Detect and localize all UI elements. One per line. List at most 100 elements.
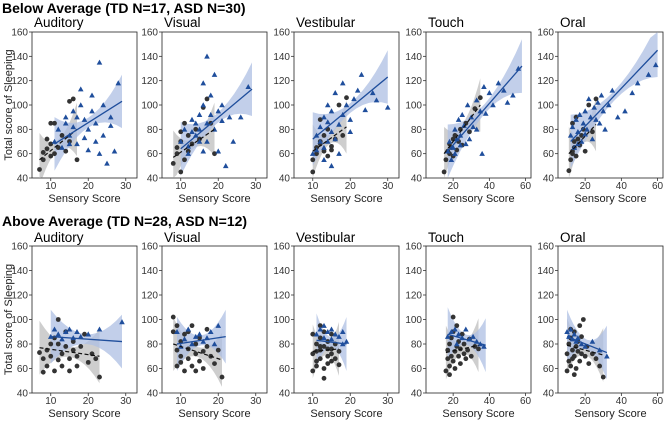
- asd-point: [81, 135, 88, 141]
- asd-point: [185, 326, 192, 332]
- asd-point: [115, 80, 122, 86]
- td-point: [321, 148, 327, 154]
- panel-auditory: Auditory 40 60 80 100 120 140 160 10 20 30Sensory …: [11, 230, 138, 420]
- asd-point: [479, 150, 485, 156]
- asd-point: [204, 53, 210, 59]
- panel-title: Touch: [428, 15, 464, 30]
- asd-point: [96, 59, 103, 65]
- asd-point: [207, 328, 214, 334]
- td-point: [55, 145, 61, 150]
- y-tick-label: 60: [147, 364, 159, 375]
- asd-point: [634, 80, 641, 86]
- asd-point: [614, 114, 621, 120]
- td-point: [197, 335, 202, 341]
- td-point: [52, 120, 57, 126]
- td-point: [450, 314, 456, 320]
- y-tick-label: 80: [147, 125, 159, 136]
- y-axis-label: Total score of Sleeping: [3, 264, 15, 375]
- td-point: [445, 356, 451, 362]
- td-point: [580, 317, 586, 322]
- x-tick-label: 20: [448, 396, 460, 407]
- asd-point: [473, 126, 480, 132]
- td-point: [170, 314, 176, 320]
- asd-point: [196, 331, 203, 337]
- td-point: [37, 167, 42, 172]
- asd-point: [473, 97, 480, 103]
- asd-point: [328, 108, 335, 114]
- asd-point: [189, 341, 195, 347]
- panel-title: Touch: [428, 230, 464, 245]
- panel-title: Vestibular: [296, 15, 356, 30]
- td-point: [447, 363, 452, 369]
- td-point: [59, 363, 65, 369]
- td-point: [459, 331, 465, 337]
- asd-point: [459, 111, 466, 117]
- td-point: [577, 323, 583, 329]
- td-fit-line: [173, 343, 223, 361]
- asd-point: [74, 328, 80, 334]
- asd-point: [59, 336, 65, 342]
- y-tick-label: 160: [273, 242, 290, 253]
- td-point: [454, 323, 460, 329]
- asd-point: [100, 132, 107, 138]
- y-tick-label: 160: [405, 28, 422, 39]
- asd-fit-line: [447, 333, 486, 346]
- x-tick-label: 40: [484, 181, 496, 192]
- asd-point: [347, 116, 354, 122]
- asd-point: [317, 124, 324, 130]
- td-point: [40, 356, 46, 362]
- asd-point: [444, 333, 451, 339]
- td-point: [182, 331, 187, 337]
- asd-point: [452, 326, 458, 332]
- asd-point: [85, 147, 92, 153]
- td-fit-line: [568, 124, 597, 155]
- asd-point: [336, 121, 342, 127]
- td-point: [597, 363, 603, 369]
- td-point: [67, 98, 72, 104]
- y-tick-label: 60: [411, 364, 423, 375]
- asd-point: [457, 132, 464, 138]
- asd-point: [457, 142, 464, 148]
- y-tick-label: 100: [11, 315, 28, 326]
- td-point: [314, 151, 319, 157]
- y-tick-label: 60: [17, 149, 29, 160]
- td-point: [182, 157, 187, 163]
- asd-point: [207, 111, 214, 117]
- y-tick-label: 160: [537, 242, 554, 253]
- asd-point: [351, 96, 357, 102]
- x-axis-label: Sensory Score: [442, 408, 514, 420]
- asd-point: [196, 138, 203, 144]
- asd-point: [181, 126, 188, 132]
- panel-title: Vestibular: [296, 230, 356, 245]
- asd-point: [463, 141, 469, 147]
- td-point: [97, 374, 102, 380]
- asd-fit-line: [570, 49, 659, 142]
- asd-point: [189, 128, 195, 135]
- td-confidence-band: [173, 317, 222, 387]
- td-point: [189, 323, 195, 329]
- asd-confidence-band: [570, 32, 658, 169]
- y-tick-label: 60: [411, 149, 423, 160]
- asd-point: [211, 71, 218, 77]
- panel-title: Auditory: [34, 230, 84, 245]
- td-point: [37, 350, 42, 355]
- asd-point: [215, 322, 222, 328]
- asd-point: [196, 126, 203, 132]
- td-point: [586, 102, 592, 108]
- td-point: [321, 329, 327, 335]
- asd-point: [59, 144, 65, 150]
- td-point: [579, 351, 584, 357]
- td-point: [589, 129, 595, 135]
- y-tick-label: 40: [411, 389, 423, 400]
- y-tick-label: 160: [273, 28, 290, 39]
- asd-point: [455, 116, 462, 122]
- asd-point: [321, 322, 327, 328]
- td-point: [52, 368, 57, 374]
- y-tick-label: 140: [141, 266, 158, 277]
- asd-point: [595, 99, 601, 105]
- asd-point: [100, 102, 107, 108]
- asd-point: [55, 126, 62, 132]
- asd-point: [343, 102, 350, 108]
- x-tick-label: 10: [175, 396, 187, 407]
